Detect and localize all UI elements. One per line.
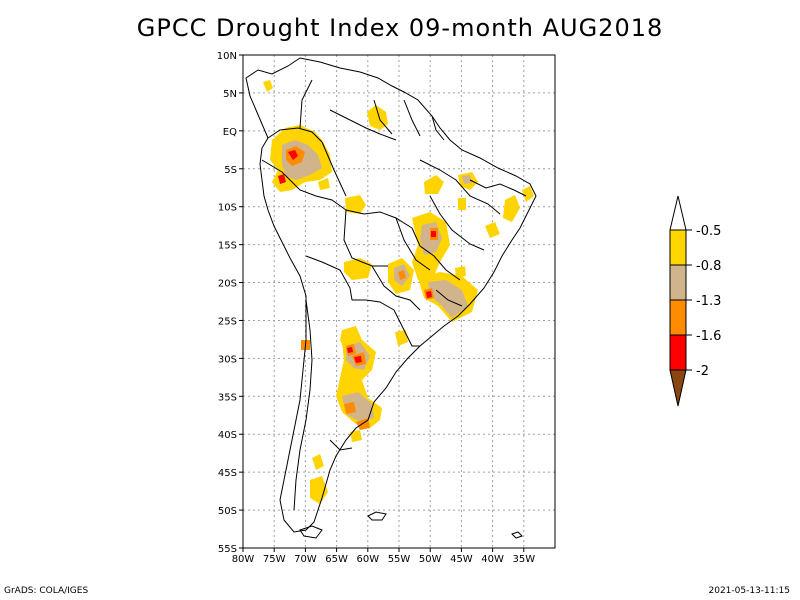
drought-region xyxy=(458,198,466,210)
lat-tick-label: 55S xyxy=(218,544,237,555)
country-border xyxy=(431,115,445,141)
drought-region xyxy=(485,222,500,238)
country-border xyxy=(299,79,313,129)
country-border xyxy=(293,299,313,511)
drought-region xyxy=(347,347,353,353)
drought-region xyxy=(312,454,324,470)
drought-shading xyxy=(263,80,534,504)
lon-tick-label: 35W xyxy=(512,554,535,565)
country-border xyxy=(267,127,323,143)
drought-region xyxy=(395,330,408,346)
lon-tick-label: 80W xyxy=(232,554,255,565)
lat-tick-label: 5S xyxy=(224,165,237,176)
country-border xyxy=(429,195,485,251)
legend-label: -1.6 xyxy=(696,329,721,344)
lat-tick-label: 45S xyxy=(218,468,237,479)
country-border xyxy=(435,289,463,307)
legend-bottom-triangle xyxy=(669,369,687,407)
lat-tick-label: EQ xyxy=(223,127,237,138)
drought-region xyxy=(354,356,362,363)
lon-tick-label: 55W xyxy=(388,554,411,565)
country-border xyxy=(469,179,527,197)
legend-label: -2 xyxy=(696,364,709,379)
drought-region xyxy=(318,178,330,190)
country-border xyxy=(411,227,461,281)
lat-tick-label: 25S xyxy=(218,316,237,327)
island xyxy=(511,531,523,539)
legend-top-triangle xyxy=(669,195,687,231)
footer-credit: GrADS: COLA/IGES xyxy=(4,586,89,596)
lat-tick-label: 20S xyxy=(218,279,237,290)
lat-tick-label: 50S xyxy=(218,506,237,517)
lon-tick-label: 50W xyxy=(419,554,442,565)
chart-title: GPCC Drought Index 09-month AUG2018 xyxy=(136,14,664,42)
lon-tick-labels: 80W 75W 70W 65W 60W 55W 50W 45W 40W 35W xyxy=(232,548,535,565)
legend-label: -0.5 xyxy=(696,224,721,239)
lat-tick-label: 10S xyxy=(218,203,237,214)
lon-tick-label: 70W xyxy=(294,554,317,565)
lon-tick-label: 60W xyxy=(356,554,379,565)
legend-swatch xyxy=(669,264,687,301)
island-tierra-del-fuego xyxy=(299,525,323,539)
legend-swatch xyxy=(669,299,687,336)
drought-region xyxy=(424,175,444,194)
country-border xyxy=(329,109,397,141)
footer-timestamp: 2021-05-13-11:15 xyxy=(708,586,791,596)
legend-swatch xyxy=(669,229,687,266)
lon-tick-label: 40W xyxy=(481,554,504,565)
drought-region xyxy=(426,291,432,298)
country-border xyxy=(261,159,347,211)
lon-tick-label: 65W xyxy=(325,554,348,565)
legend-swatch xyxy=(669,334,687,371)
country-border xyxy=(352,299,395,311)
drought-region xyxy=(431,231,436,237)
lat-tick-label: 10N xyxy=(217,51,237,62)
lat-tick-label: 15S xyxy=(218,241,237,252)
drought-region xyxy=(288,150,298,160)
drought-region xyxy=(462,175,472,184)
country-border xyxy=(321,141,347,197)
drought-region xyxy=(455,266,466,278)
lat-tick-label: 30S xyxy=(218,354,237,365)
drought-region xyxy=(503,195,520,222)
lon-tick-label: 45W xyxy=(450,554,473,565)
drought-region xyxy=(398,270,406,280)
country-border xyxy=(343,209,388,267)
legend-label: -1.3 xyxy=(696,294,721,309)
country-border xyxy=(403,99,421,137)
drought-region xyxy=(345,195,366,214)
country-border xyxy=(393,309,420,347)
country-border xyxy=(305,255,353,301)
island-falklands xyxy=(367,511,387,521)
country-border xyxy=(419,159,501,215)
drought-region xyxy=(350,430,362,442)
drought-region xyxy=(310,476,328,504)
country-border xyxy=(345,209,413,229)
lon-tick-label: 75W xyxy=(263,554,286,565)
legend-label: -0.8 xyxy=(696,259,721,274)
lat-tick-label: 35S xyxy=(218,392,237,403)
lat-tick-labels: 10N 5N EQ 5S 10S 15S 20S 25S 30S 35S 40S 45S 50S 55S xyxy=(217,51,243,555)
lat-tick-label: 40S xyxy=(218,430,237,441)
country-border xyxy=(373,99,393,135)
drought-region xyxy=(263,80,273,92)
lat-tick-label: 5N xyxy=(223,89,237,100)
country-border xyxy=(395,217,431,271)
country-border xyxy=(371,265,421,311)
drought-region xyxy=(278,174,286,184)
color-legend: -0.5 -0.8 -1.3 -1.6 -2 xyxy=(669,195,721,407)
drought-region xyxy=(522,186,534,202)
drought-region xyxy=(428,280,468,318)
drought-region xyxy=(342,392,374,422)
country-borders xyxy=(245,57,537,539)
country-border xyxy=(329,439,353,451)
drought-region xyxy=(344,402,356,414)
